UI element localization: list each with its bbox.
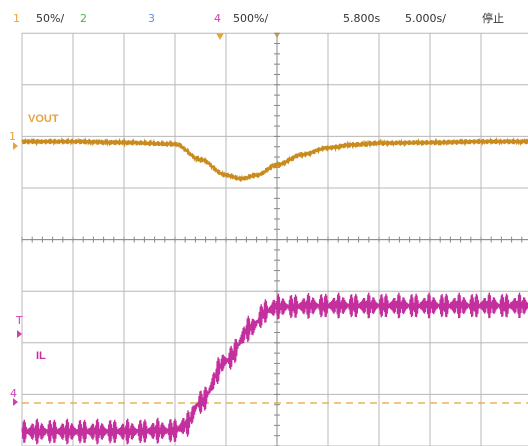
- il-trace: [21, 292, 528, 445]
- graticule: [21, 32, 528, 446]
- ch1-ground-marker[interactable]: 1: [9, 130, 18, 150]
- vout-trace-label: VOUT: [28, 113, 59, 125]
- timebase: 5.000s/: [405, 12, 446, 25]
- channel-4-scale: 500%/: [233, 12, 268, 25]
- header-bar: 1 50%/ 2 3 4 500%/ 5.800s 5.000s/ 停止: [13, 11, 504, 25]
- svg-text:T: T: [15, 314, 23, 327]
- run-state[interactable]: 停止: [482, 11, 504, 25]
- svg-text:4: 4: [10, 387, 17, 400]
- channel-2-number[interactable]: 2: [80, 12, 87, 25]
- channel-4-number[interactable]: 4: [214, 12, 221, 25]
- waveform-traces: [21, 136, 528, 445]
- il-trace-label: IL: [36, 350, 46, 362]
- svg-text:1: 1: [9, 130, 16, 143]
- vout-trace: [21, 136, 528, 182]
- channel-1-scale: 50%/: [36, 12, 64, 25]
- trigger-position-marker[interactable]: [216, 33, 224, 40]
- ch4-level-marker[interactable]: T: [15, 314, 23, 338]
- channel-3-number[interactable]: 3: [148, 12, 155, 25]
- ch4-ground-marker[interactable]: 4: [10, 387, 18, 406]
- time-offset: 5.800s: [343, 12, 380, 25]
- channel-1-number[interactable]: 1: [13, 12, 20, 25]
